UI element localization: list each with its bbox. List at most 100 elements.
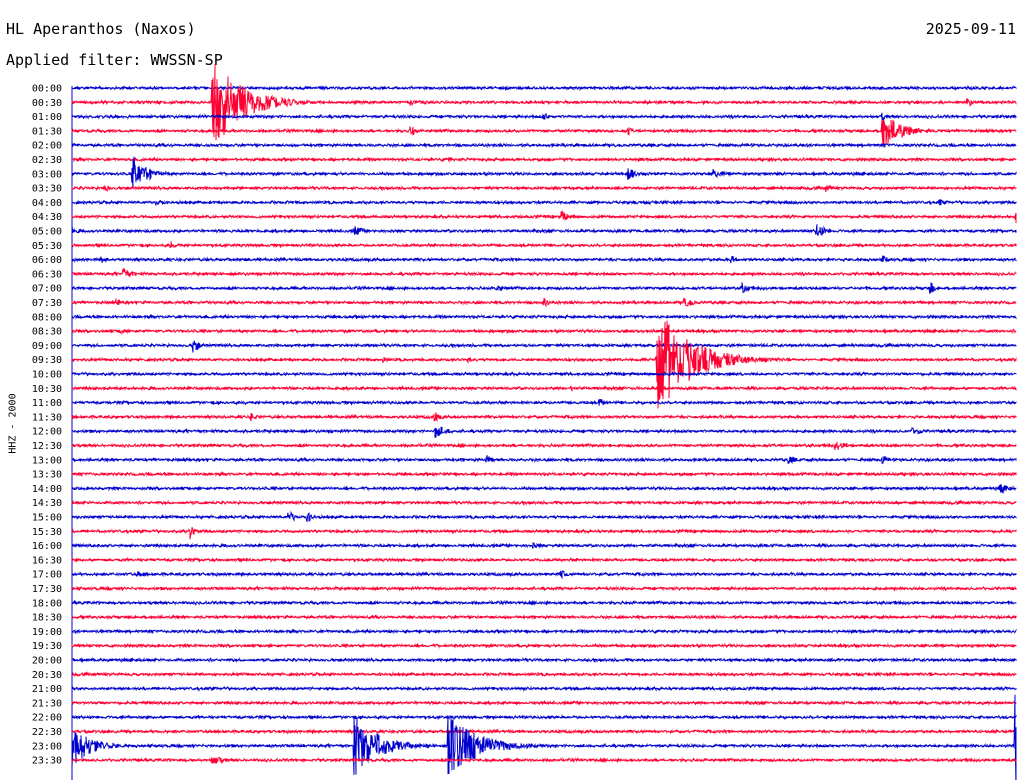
- row-label-0000: 00:00: [32, 84, 62, 95]
- trace-1400: [71, 483, 1017, 495]
- row-label-0730: 07:30: [32, 298, 62, 309]
- trace-0300: [71, 156, 1017, 189]
- row-label-2330: 23:30: [32, 756, 62, 767]
- row-label-1730: 17:30: [32, 584, 62, 595]
- row-label-1830: 18:30: [32, 613, 62, 624]
- row-label-0230: 02:30: [32, 155, 62, 166]
- row-label-0600: 06:00: [32, 255, 62, 266]
- trace-0930: [71, 320, 1017, 409]
- trace-1830: [71, 613, 1017, 621]
- trace-1500: [71, 510, 1017, 523]
- row-label-1130: 11:30: [32, 412, 62, 423]
- row-label-1700: 17:00: [32, 570, 62, 581]
- row-label-2130: 21:30: [32, 698, 62, 709]
- row-label-1400: 14:00: [32, 484, 62, 495]
- row-label-1300: 13:00: [32, 455, 62, 466]
- date-label: 2025-09-11: [925, 20, 1016, 38]
- row-label-0200: 02:00: [32, 141, 62, 152]
- row-label-2230: 22:30: [32, 727, 62, 738]
- row-label-1800: 18:00: [32, 598, 62, 609]
- trace-1900: [71, 628, 1017, 635]
- row-label-1630: 16:30: [32, 555, 62, 566]
- row-label-0030: 00:30: [32, 98, 62, 109]
- row-label-1430: 14:30: [32, 498, 62, 509]
- trace-0530: [71, 241, 1017, 249]
- trace-0800: [71, 313, 1017, 321]
- row-label-0630: 06:30: [32, 269, 62, 280]
- trace-2000: [71, 656, 1017, 664]
- trace-0230: [71, 156, 1017, 164]
- row-label-1100: 11:00: [32, 398, 62, 409]
- row-label-1600: 16:00: [32, 541, 62, 552]
- row-label-1530: 15:30: [32, 527, 62, 538]
- row-labels: 00:00 00:30 01:00 01:30 02:00 02:30 03:00 03:30…: [32, 84, 62, 767]
- trace-1430: [71, 499, 1017, 506]
- row-label-2030: 20:30: [32, 670, 62, 681]
- traces: [71, 64, 1017, 780]
- row-label-0430: 04:30: [32, 212, 62, 223]
- trace-1930: [71, 642, 1017, 649]
- trace-2230: [71, 728, 1017, 735]
- trace-0430: [71, 210, 1017, 224]
- trace-0500: [71, 224, 1017, 236]
- row-label-0130: 01:30: [32, 126, 62, 137]
- trace-1600: [71, 542, 1017, 549]
- row-label-0700: 07:00: [32, 284, 62, 295]
- station-title: HL Aperanthos (Naxos): [6, 20, 196, 38]
- row-label-1930: 19:30: [32, 641, 62, 652]
- row-label-1900: 19:00: [32, 627, 62, 638]
- trace-0200: [71, 142, 1017, 149]
- row-label-1200: 12:00: [32, 427, 62, 438]
- trace-0700: [71, 282, 1017, 294]
- row-label-0100: 01:00: [32, 112, 62, 123]
- trace-1000: [71, 370, 1017, 378]
- trace-0630: [71, 268, 1017, 278]
- trace-2030: [71, 671, 1017, 678]
- trace-1800: [71, 599, 1017, 606]
- trace-0000: [71, 84, 1017, 92]
- trace-1730: [71, 585, 1017, 592]
- row-label-0530: 05:30: [32, 241, 62, 252]
- row-label-0830: 08:30: [32, 327, 62, 338]
- row-label-1330: 13:30: [32, 470, 62, 481]
- row-label-0330: 03:30: [32, 184, 62, 195]
- trace-1130: [71, 412, 1017, 423]
- trace-0900: [71, 340, 1017, 353]
- trace-0830: [71, 327, 1017, 336]
- row-label-2300: 23:00: [32, 741, 62, 752]
- trace-0130: [71, 119, 1017, 148]
- row-label-0800: 08:00: [32, 312, 62, 323]
- trace-0100: [71, 112, 1017, 121]
- row-label-2000: 20:00: [32, 656, 62, 667]
- trace-1230: [71, 441, 1017, 451]
- row-label-2200: 22:00: [32, 713, 62, 724]
- row-label-1230: 12:30: [32, 441, 62, 452]
- trace-2200: [71, 714, 1017, 721]
- trace-0400: [71, 198, 1017, 206]
- row-label-0900: 09:00: [32, 341, 62, 352]
- row-label-2100: 21:00: [32, 684, 62, 695]
- trace-1200: [71, 426, 1017, 439]
- trace-0600: [71, 255, 1017, 264]
- trace-2100: [71, 685, 1017, 692]
- filter-label: Applied filter: WWSSN-SP: [6, 51, 223, 69]
- row-label-0400: 04:00: [32, 198, 62, 209]
- trace-2300: [71, 694, 1017, 780]
- trace-2130: [71, 699, 1017, 707]
- row-label-1500: 15:00: [32, 513, 62, 524]
- trace-1100: [71, 399, 1017, 406]
- trace-0330: [71, 184, 1017, 193]
- trace-1630: [71, 556, 1017, 564]
- trace-2330: [71, 756, 1017, 764]
- trace-0030: [71, 64, 1017, 141]
- row-label-0300: 03:00: [32, 169, 62, 180]
- trace-0730: [71, 297, 1017, 308]
- trace-1330: [71, 470, 1017, 478]
- row-label-0930: 09:30: [32, 355, 62, 366]
- trace-1300: [71, 455, 1017, 464]
- row-label-1030: 10:30: [32, 384, 62, 395]
- trace-1700: [71, 570, 1017, 580]
- trace-1030: [71, 385, 1017, 392]
- row-label-0500: 05:00: [32, 227, 62, 238]
